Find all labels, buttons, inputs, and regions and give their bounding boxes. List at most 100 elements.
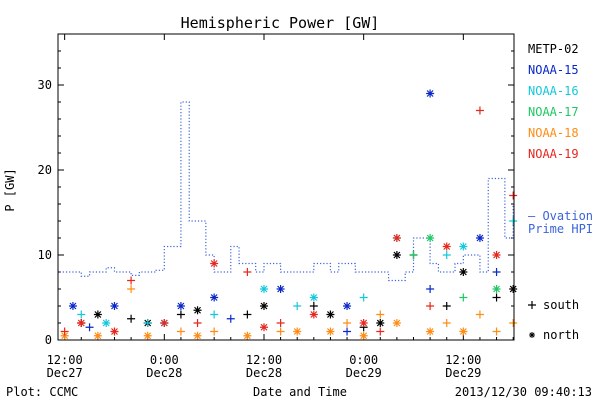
noaa-18-north-point [426,327,435,336]
noaa-15-north-point [68,302,77,310]
metp-02-north-point [193,306,202,315]
x-tick-time: 12:00 [445,353,481,367]
metp-02-south-point [492,293,501,302]
noaa-16-north-point [102,319,111,327]
legend-south-marker [528,301,536,309]
plot-area: 010203012:00Dec270:00Dec2812:00Dec280:00… [38,33,518,380]
x-tick-date: Dec29 [346,366,382,380]
noaa-19-south-point [243,268,252,276]
noaa-17-south-point [459,293,468,302]
plot-frame [57,33,515,341]
metp-02-south-point [243,310,252,319]
y-tick-label: 0 [45,333,52,347]
noaa-15-north-point [110,302,119,310]
noaa-18-south-point [509,319,518,327]
noaa-17-north-point [426,234,435,242]
noaa-19-north-point [309,310,318,319]
metp-02-north-point [509,285,518,293]
legend: METP-02 NOAA-15 NOAA-16 NOAA-17 NOAA-18 NOAA-… [528,42,579,342]
noaa-18-south-point [442,319,451,327]
noaa-19-south-point [60,327,69,336]
noaa-15-north-point [475,234,484,242]
noaa-19-north-point [359,319,368,327]
legend-metp-02: METP-02 [528,42,579,56]
noaa-18-north-point [392,319,401,327]
noaa-16-south-point [143,319,152,327]
legend-north-marker [529,332,535,338]
noaa-18-north-point [93,331,102,340]
ovation-hpi-line [58,101,514,282]
noaa-18-north-point [459,327,468,336]
noaa-19-north-point [259,323,268,332]
noaa-15-north-point [210,293,219,302]
noaa-19-south-point [276,319,285,327]
noaa-19-north-point [77,319,86,327]
noaa-15-south-point [226,314,235,323]
noaa-18-south-point [343,319,352,327]
metp-02-north-point [376,319,385,327]
noaa-16-south-point [359,293,368,302]
noaa-17-north-point [492,285,501,293]
noaa-19-south-point [127,276,136,285]
metp-02-north-point [259,302,268,310]
legend-noaa-19: NOAA-19 [528,147,579,161]
legend-noaa-18: NOAA-18 [528,126,579,140]
metp-02-south-point [442,302,451,310]
noaa-19-north-point [492,251,501,259]
legend-noaa-16: NOAA-16 [528,84,579,98]
noaa-19-north-point [110,327,119,336]
noaa-18-north-point [326,327,335,336]
noaa-16-south-point [77,310,86,319]
noaa-18-south-point [127,285,136,293]
noaa-19-south-point [376,327,385,336]
noaa-16-south-point [293,302,302,310]
noaa-15-south-point [343,327,352,336]
metp-02-south-point [127,314,136,323]
noaa-17-south-point [409,251,418,259]
noaa-15-south-point [426,285,435,293]
metp-02-south-point [176,310,185,319]
noaa-19-north-point [160,319,169,327]
metp-02-north-point [93,310,102,319]
x-tick-date: Dec28 [246,366,282,380]
x-tick-date: Dec28 [146,366,182,380]
x-tick-time: 12:00 [47,353,83,367]
noaa-19-north-point [210,259,219,268]
noaa-18-south-point [276,327,285,336]
legend-noaa-15: NOAA-15 [528,63,579,77]
x-tick-time: 0:00 [349,353,378,367]
footer-left: Plot: CCMC [6,385,78,399]
noaa-16-north-point [259,285,268,293]
legend-noaa-17: NOAA-17 [528,105,579,119]
noaa-18-north-point [293,327,302,336]
noaa-15-north-point [276,285,285,293]
noaa-18-north-point [359,331,368,340]
noaa-19-south-point [509,191,518,200]
noaa-15-south-point [85,323,94,332]
noaa-18-north-point [60,331,69,340]
ovation-legend-line2: Prime HPI [528,222,593,236]
noaa-16-south-point [442,251,451,259]
x-tick-time: 12:00 [246,353,282,367]
noaa-16-south-point [210,310,219,319]
footer-right: 2013/12/30 09:40:13 [455,385,592,399]
noaa-18-south-point [492,327,501,336]
noaa-18-south-point [475,310,484,319]
metp-02-south-point [309,302,318,310]
y-tick-label: 20 [38,163,52,177]
ovation-legend-line1: — Ovation [528,209,593,223]
noaa-16-north-point [459,242,468,251]
noaa-15-north-point [176,302,185,310]
y-tick-label: 30 [38,78,52,92]
noaa-19-north-point [442,242,451,251]
noaa-18-south-point [376,310,385,319]
noaa-15-south-point [492,268,501,276]
noaa-18-north-point [193,331,202,340]
noaa-19-south-point [475,106,484,115]
noaa-18-south-point [176,327,185,336]
x-axis-label: Date and Time [253,385,347,399]
noaa-19-south-point [193,319,202,327]
noaa-19-south-point [426,302,435,310]
noaa-16-north-point [309,293,318,302]
